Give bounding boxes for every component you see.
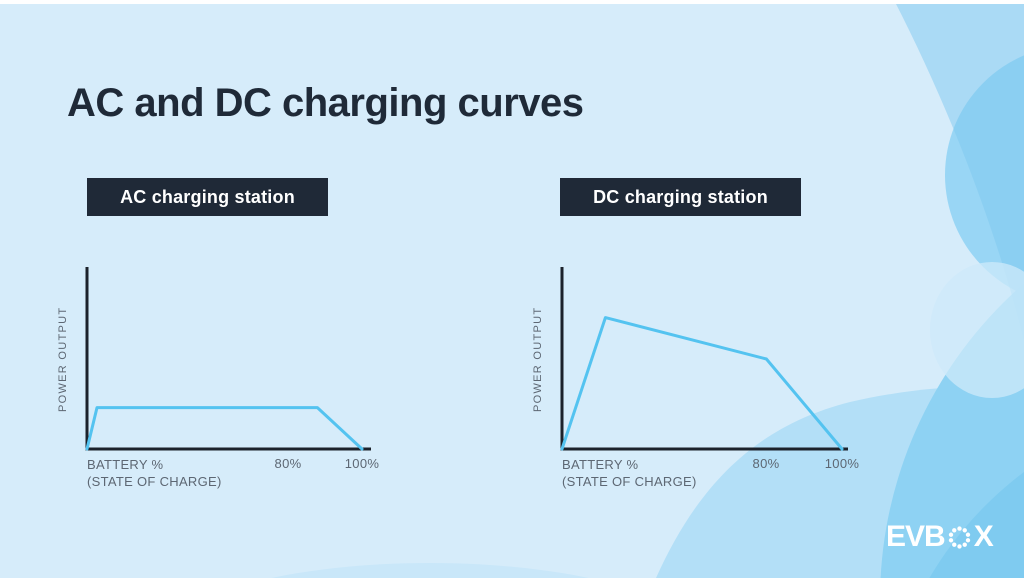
dc-battery-xlabel-line1: BATTERY % — [562, 457, 639, 472]
chart-label-dc-text: DC charging station — [593, 186, 768, 207]
logo-o-dot — [951, 528, 957, 533]
logo-o-dot — [948, 538, 953, 543]
evbox-logo: EVB X — [886, 520, 994, 554]
top-white-strip — [0, 0, 1024, 4]
ac-tick-100: 100% — [344, 456, 380, 471]
charging-curve — [560, 316, 844, 451]
chart-label-ac-text: AC charging station — [120, 186, 295, 207]
evbox-logo-left: EVB — [886, 520, 946, 553]
charging-curve — [85, 406, 364, 451]
logo-o-dot — [965, 538, 970, 543]
dc-tick-100: 100% — [824, 456, 860, 471]
ac-battery-xlabel-line2: (STATE OF CHARGE) — [87, 474, 222, 489]
slide-title: AC and DC charging curves — [67, 80, 584, 125]
background-light-patch — [930, 262, 1024, 398]
dc-battery-xlabel-line2: (STATE OF CHARGE) — [562, 474, 697, 489]
dc-tick-80: 80% — [752, 456, 780, 471]
ac-chart-section: POWER OUTPUT BATTERY % (STATE OF CHARGE)… — [45, 250, 385, 505]
chart-label-dc: DC charging station — [560, 178, 801, 216]
dc-chart-section: POWER OUTPUT BATTERY % (STATE OF CHARGE)… — [520, 250, 860, 505]
ac-chart-plot — [85, 267, 371, 451]
chart-label-ac: AC charging station — [87, 178, 328, 216]
logo-o-dot — [948, 532, 953, 537]
ac-battery-xlabel: BATTERY % (STATE OF CHARGE) — [87, 456, 222, 490]
logo-o-dot — [965, 532, 970, 537]
dc-power-output-ylabel: POWER OUTPUT — [532, 306, 544, 412]
ac-tick-80: 80% — [274, 456, 302, 471]
evbox-logo-right: X — [973, 520, 994, 553]
ac-power-output-ylabel: POWER OUTPUT — [57, 306, 69, 412]
ac-battery-xlabel-line1: BATTERY % — [87, 457, 164, 472]
background-blob-corner — [929, 472, 1024, 578]
logo-o-dot — [951, 542, 957, 547]
logo-o-dot — [957, 544, 962, 549]
background-wedge — [894, 0, 1024, 340]
logo-o-dot — [962, 528, 967, 533]
dc-battery-xlabel: BATTERY % (STATE OF CHARGE) — [562, 456, 697, 490]
logo-o-dot — [957, 526, 962, 531]
dc-chart-plot — [560, 267, 848, 451]
logo-o-dot — [962, 542, 967, 547]
evbox-logo-o-icon — [948, 526, 970, 549]
background-bottom-ellipse — [271, 563, 589, 578]
